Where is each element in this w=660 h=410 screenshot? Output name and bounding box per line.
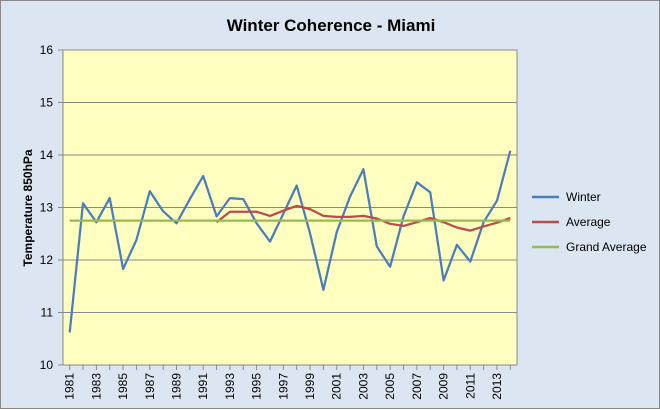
- legend-label-grand-average: Grand Average: [566, 240, 647, 254]
- x-tick-label-1981: 1981: [63, 373, 77, 400]
- x-tick-label-1987: 1987: [143, 373, 157, 400]
- x-tick-label-2003: 2003: [356, 373, 370, 400]
- x-tick-label-1983: 1983: [89, 373, 103, 400]
- x-tick-label-1993: 1993: [223, 373, 237, 400]
- plot-area: 10 11 12 13 14 15 16 1981 1983 1985 1987 1989 1991 19…: [40, 43, 518, 400]
- y-tick-label-13: 13: [40, 201, 54, 215]
- x-tick-label-2011: 2011: [463, 373, 477, 399]
- series-line-winter: [68, 150, 512, 333]
- y-tick-label-16: 16: [40, 43, 54, 57]
- chart-title: Winter Coherence - Miami: [227, 16, 436, 35]
- legend-label-winter: Winter: [566, 190, 601, 204]
- x-tick-label-2009: 2009: [437, 373, 451, 400]
- y-tick-label-15: 15: [40, 96, 54, 110]
- y-axis-label: Temperature 850hPa: [21, 149, 35, 266]
- x-tick-label-2005: 2005: [383, 373, 397, 400]
- x-tick-label-1985: 1985: [116, 373, 130, 400]
- x-tick-label-1989: 1989: [170, 373, 184, 400]
- legend: Winter Average Grand Average: [532, 190, 647, 254]
- x-tick-label-2001: 2001: [330, 373, 344, 400]
- series-line-average: [215, 204, 511, 232]
- x-tick-label-1999: 1999: [303, 373, 317, 400]
- x-tick-label-2013: 2013: [490, 373, 504, 400]
- x-tick-label-1997: 1997: [276, 373, 290, 400]
- legend-label-average: Average: [566, 215, 611, 229]
- y-tick-label-14: 14: [40, 148, 54, 162]
- x-tick-label-1991: 1991: [196, 373, 210, 400]
- y-tick-label-12: 12: [40, 253, 54, 267]
- y-tick-label-10: 10: [40, 358, 54, 372]
- x-tick-label-1995: 1995: [250, 373, 264, 400]
- y-tick-label-11: 11: [41, 306, 54, 320]
- x-tick-label-2007: 2007: [410, 373, 424, 400]
